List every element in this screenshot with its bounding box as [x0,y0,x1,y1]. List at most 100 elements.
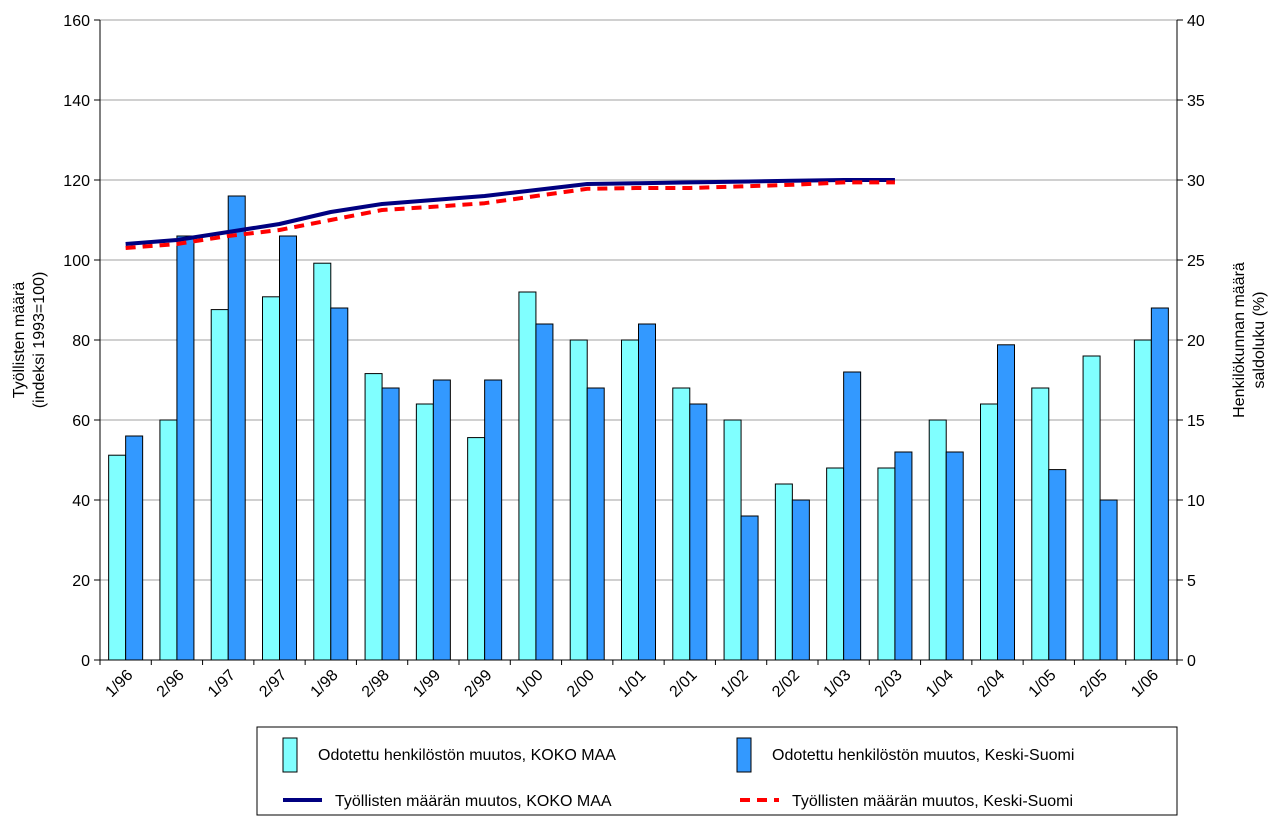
right-tick-label: 40 [1187,13,1205,30]
left-axis-ticks: 0 20 40 60 80 100 120 140 160 [63,13,100,670]
left-tick-label: 140 [63,93,90,110]
bar-koko-maa [980,403,998,661]
x-tick-label: 2/02 [769,667,803,701]
bar-keski-suomi [740,515,759,661]
bar-keski-suomi [484,379,503,661]
bar-keski-suomi [535,323,554,661]
bar-keski-suomi [843,371,862,661]
bar-koko-maa [928,419,947,661]
x-tick-label: 2/00 [564,667,598,701]
left-tick-label: 100 [63,253,90,270]
left-tick-label: 80 [72,333,90,350]
bar-koko-maa [569,339,588,661]
bar-keski-suomi [125,435,144,661]
bar-keski-suomi [997,344,1015,661]
right-tick-label: 30 [1187,173,1205,190]
bar-koko-maa [723,419,742,661]
x-axis-ticks: 1/96 2/96 1/97 2/97 1/98 2/98 1/99 2/99 1/00 2/00… [99,660,1178,701]
right-axis-title-line1: Henkilökunnan määrä [1231,262,1248,418]
bar-keski-suomi [791,499,810,661]
right-axis-title-line2: saldoluku (%) [1251,292,1268,389]
bar-keski-suomi [1099,499,1118,661]
bar-keski-suomi [381,387,400,661]
x-tick-label: 2/03 [872,667,906,701]
bar-koko-maa [621,339,639,661]
bar-keski-suomi [432,379,451,661]
legend-label-keski-suomi-line: Työllisten määrän muutos, Keski-Suomi [792,793,1073,810]
x-tick-label: 1/98 [308,667,342,701]
x-tick-label: 1/96 [102,667,136,701]
right-tick-label: 20 [1187,333,1205,350]
bar-koko-maa [415,403,434,661]
legend-label-koko-maa-line: Työllisten määrän muutos, KOKO MAA [335,793,612,810]
right-tick-label: 25 [1187,253,1205,270]
x-tick-label: 1/03 [820,667,854,701]
legend-label-keski-suomi-bar: Odotettu henkilöstön muutos, Keski-Suomi [772,747,1074,764]
x-tick-label: 2/04 [974,667,1008,701]
bar-keski-suomi [330,307,349,661]
right-tick-label: 0 [1187,653,1196,670]
bar-keski-suomi [638,323,656,661]
bar-keski-suomi [1150,307,1169,661]
bar-keski-suomi [894,451,913,661]
left-axis-title-line2: (indeksi 1993=100) [31,272,48,409]
x-tick-label: 1/06 [1128,667,1162,701]
right-tick-label: 15 [1187,413,1205,430]
left-tick-label: 20 [72,573,90,590]
right-axis-ticks: 0 5 10 15 20 25 30 35 40 [1177,13,1205,670]
bar-koko-maa [210,309,229,661]
x-tick-label: 2/97 [256,667,290,701]
x-tick-label: 1/97 [205,667,239,701]
bar-koko-maa [108,454,127,661]
bar-koko-maa [877,467,896,661]
left-tick-label: 0 [81,653,90,670]
legend: Odotettu henkilöstön muutos, KOKO MAA Od… [256,726,1178,816]
bar-keski-suomi [279,235,297,661]
legend-label-koko-maa-bar: Odotettu henkilöstön muutos, KOKO MAA [318,747,616,764]
bar-keski-suomi [689,403,708,661]
bar-koko-maa [467,437,486,661]
left-axis-title-line1: Työllisten määrä [11,282,28,399]
x-tick-label: 2/01 [667,667,701,701]
left-tick-label: 120 [63,173,90,190]
bar-keski-suomi [586,387,605,661]
lines [125,178,895,250]
right-tick-label: 5 [1187,573,1196,590]
bar-koko-maa [159,419,178,661]
bar-keski-suomi [945,451,964,661]
x-tick-label: 1/01 [615,667,649,701]
right-tick-label: 35 [1187,93,1205,110]
x-tick-label: 2/05 [1077,667,1111,701]
bar-keski-suomi [227,195,246,661]
bar-koko-maa [364,373,383,661]
bar-koko-maa [826,467,845,661]
left-tick-label: 40 [72,493,90,510]
x-tick-label: 1/99 [410,667,444,701]
bar-koko-maa [1031,387,1050,661]
x-tick-label: 2/99 [461,667,495,701]
bar-koko-maa [262,296,280,661]
left-tick-label: 60 [72,413,90,430]
bar-keski-suomi [1048,469,1067,661]
bar-koko-maa [1133,339,1152,661]
x-tick-label: 2/98 [359,667,393,701]
legend-box [256,726,1178,816]
bar-koko-maa [313,262,332,661]
x-tick-label: 2/96 [154,667,188,701]
x-tick-label: 1/02 [718,667,752,701]
legend-swatch-keski-suomi-bar [736,737,752,773]
left-tick-label: 160 [63,13,90,30]
x-tick-label: 1/00 [513,667,547,701]
x-tick-label: 1/04 [923,667,957,701]
bars [108,195,1169,661]
bar-koko-maa [774,483,793,661]
bar-koko-maa [672,387,691,661]
line-koko-maa [125,178,895,246]
right-tick-label: 10 [1187,493,1205,510]
bar-keski-suomi [176,235,195,661]
x-tick-label: 1/05 [1026,667,1060,701]
legend-swatch-koko-maa-bar [282,737,298,773]
bar-koko-maa [1082,355,1101,661]
bar-koko-maa [518,291,537,661]
